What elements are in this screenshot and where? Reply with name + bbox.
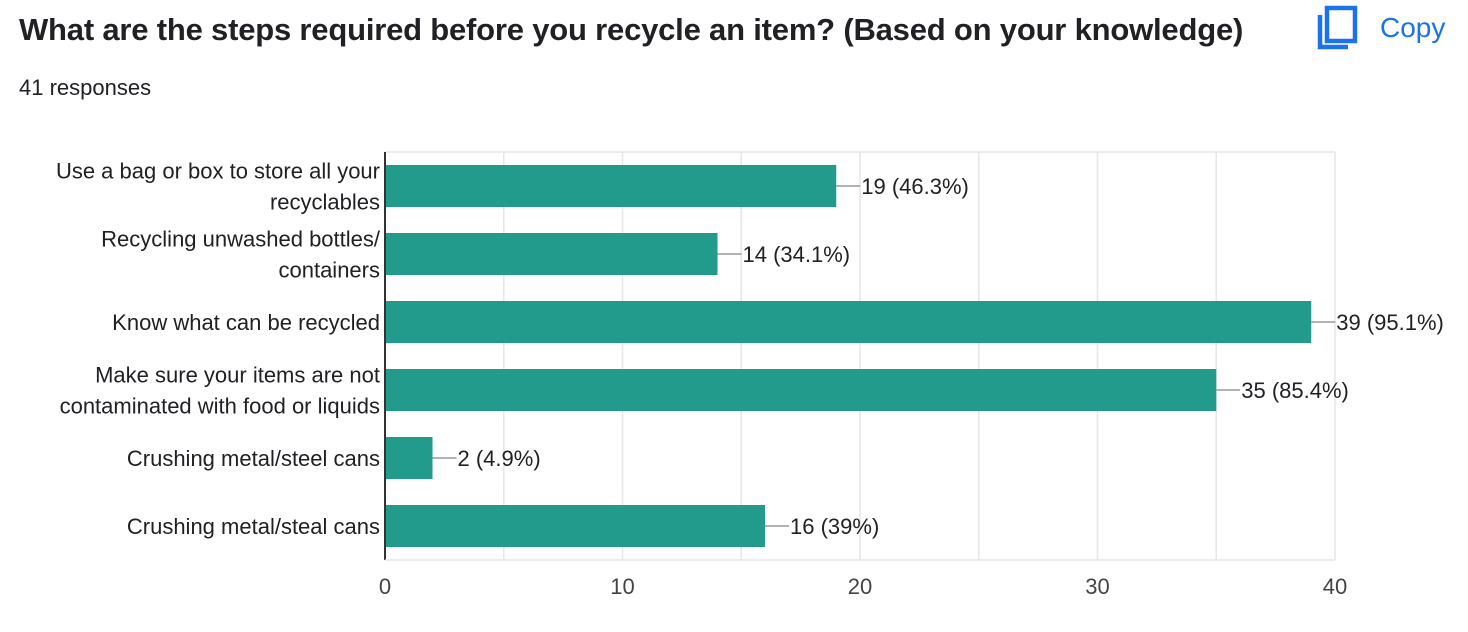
- copy-button-label: Copy: [1380, 12, 1446, 43]
- copy-button[interactable]: Copy: [1316, 5, 1445, 51]
- bar-value-label: 39 (95.1%): [1336, 310, 1444, 335]
- bar: [385, 165, 837, 207]
- bar-value-label: 2 (4.9%): [458, 446, 541, 471]
- x-tick-label: 20: [848, 574, 872, 599]
- bar: [385, 505, 765, 547]
- bar-value-label: 14 (34.1%): [743, 242, 851, 267]
- bar-value-label: 19 (46.3%): [861, 174, 969, 199]
- x-tick-label: 30: [1085, 574, 1109, 599]
- question-title: What are the steps required before you r…: [19, 12, 1244, 47]
- x-tick-label: 0: [379, 574, 391, 599]
- copy-icon: [1316, 5, 1360, 51]
- bar-value-label: 16 (39%): [790, 514, 879, 539]
- bar: [385, 301, 1312, 343]
- bar: [385, 233, 718, 275]
- x-tick-label: 40: [1323, 574, 1347, 599]
- category-label: Recycling unwashed bottles/: [101, 227, 381, 252]
- x-tick-label: 10: [610, 574, 634, 599]
- bar-value-label: 35 (85.4%): [1241, 378, 1349, 403]
- category-label: contaminated with food or liquids: [60, 394, 380, 419]
- response-count: 41 responses: [19, 75, 152, 100]
- bar: [385, 369, 1217, 411]
- category-label: recyclables: [270, 190, 380, 215]
- category-label: Know what can be recycled: [112, 310, 380, 335]
- category-label: Use a bag or box to store all your: [56, 159, 380, 184]
- category-label: Crushing metal/steel cans: [127, 446, 380, 471]
- category-label: Crushing metal/steal cans: [127, 514, 380, 539]
- category-label: Make sure your items are not: [95, 363, 380, 388]
- bar: [385, 437, 433, 479]
- category-label: containers: [278, 258, 380, 283]
